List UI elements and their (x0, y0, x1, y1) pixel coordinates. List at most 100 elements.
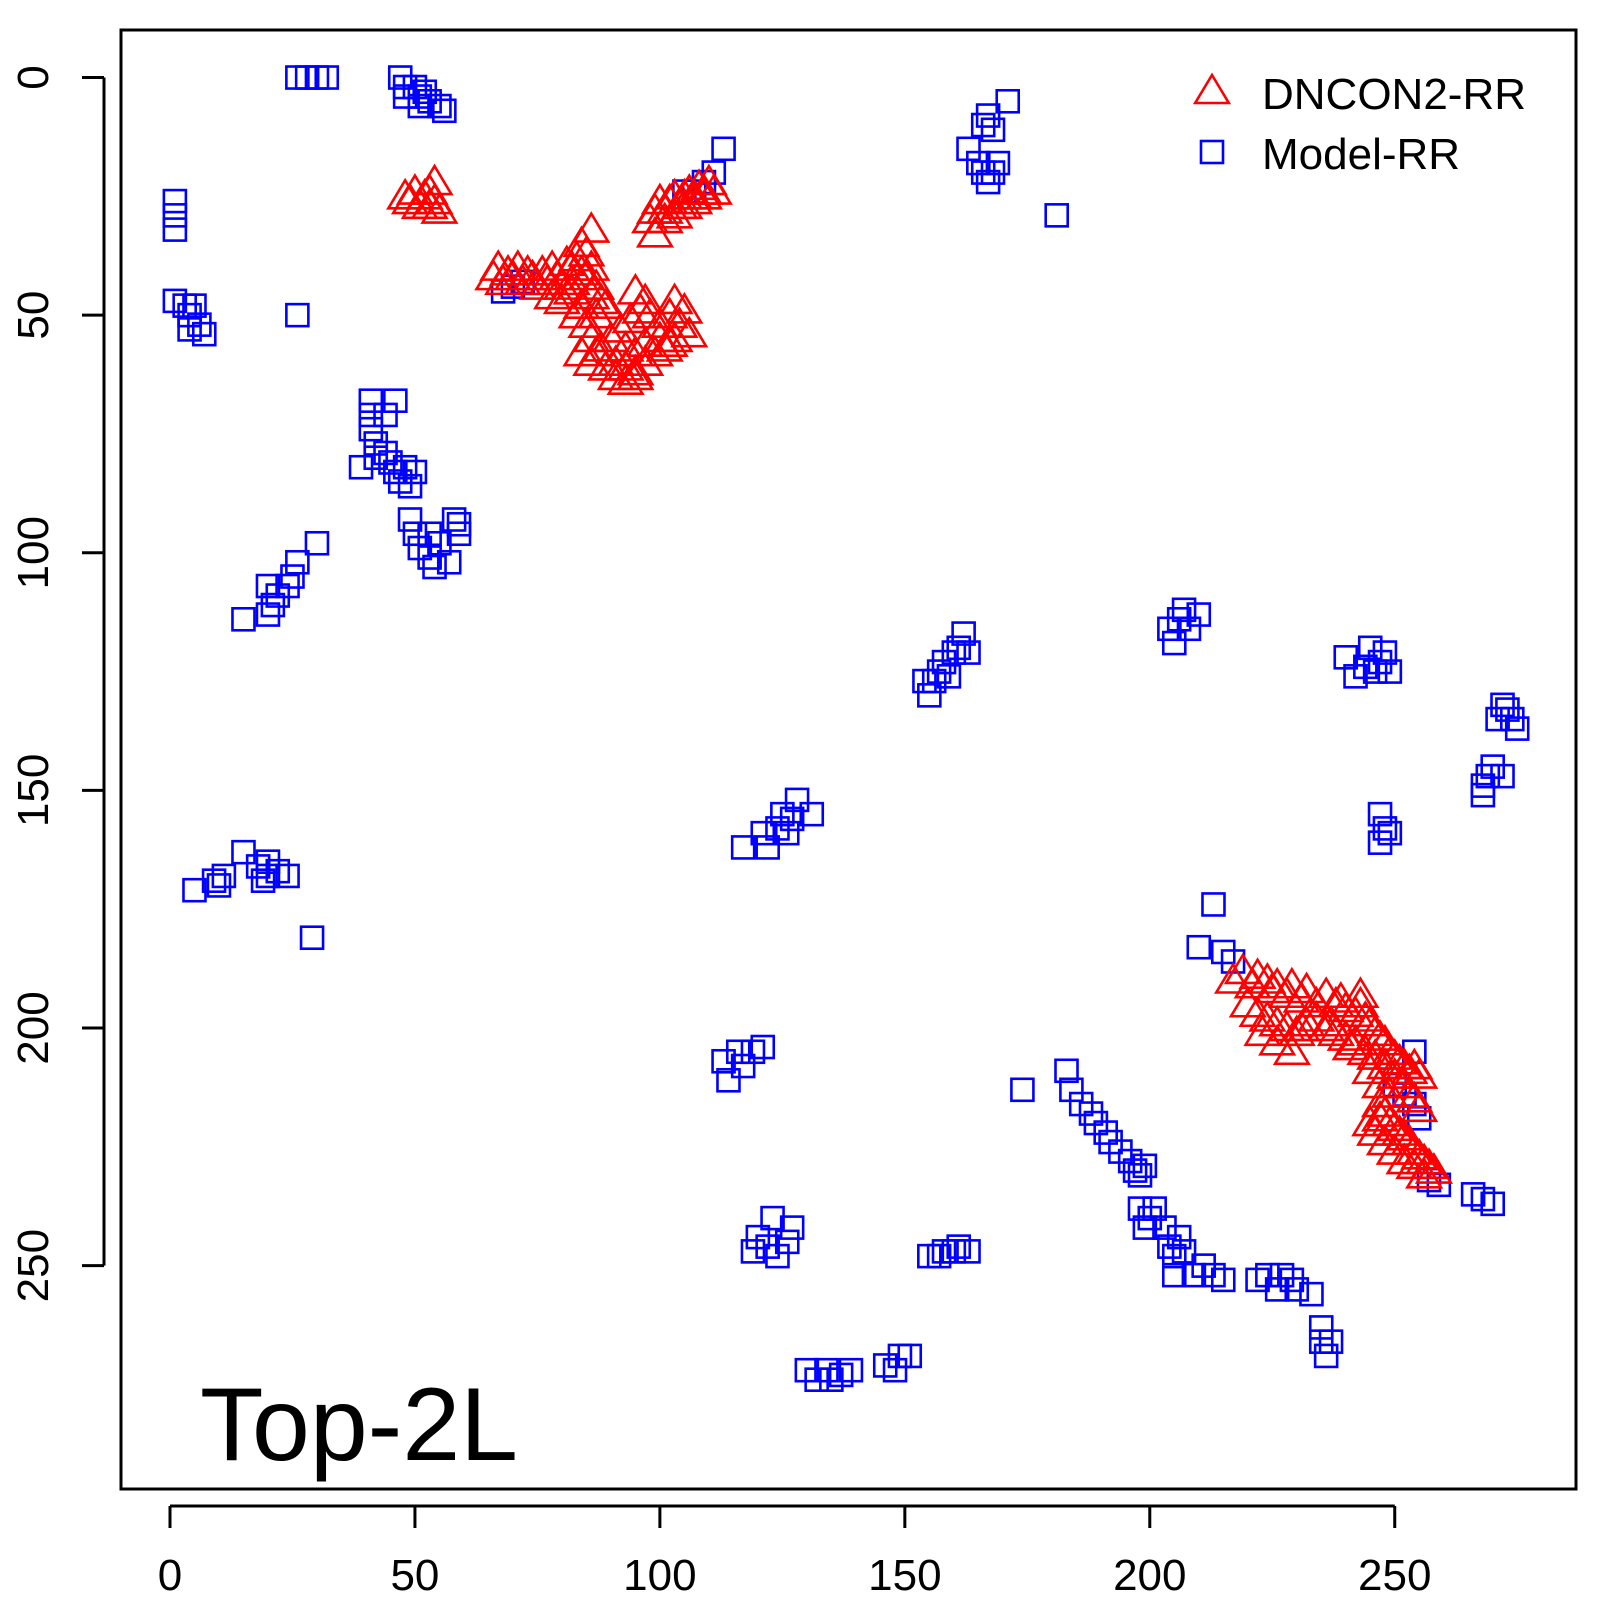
model-rr-point (1093, 1120, 1118, 1145)
model-rr-point (1372, 816, 1398, 841)
model-rr-point (975, 103, 1001, 128)
legend-marker-model-rr (1199, 139, 1225, 165)
model-rr-point (1166, 1224, 1192, 1250)
model-rr-point (995, 88, 1021, 114)
model-rr-point (1054, 1058, 1079, 1084)
model-rr-point (285, 302, 310, 328)
legend-marker-dncon2-rr (1192, 72, 1232, 105)
x-tick-label: 250 (1358, 1551, 1431, 1600)
model-rr-point (711, 136, 736, 162)
model-rr-point (231, 839, 256, 865)
x-axis: 0 50 100 150 200 250 (158, 1504, 1431, 1600)
model-rr-point (1161, 630, 1187, 656)
dncon2-rr-points (386, 163, 1454, 1189)
model-rr-point (162, 203, 188, 228)
model-rr-point (1377, 820, 1403, 846)
dncon2-rr-point (626, 282, 665, 315)
y-tick-label: 100 (9, 516, 58, 589)
model-rr-point (1377, 659, 1403, 684)
dncon2-rr-point (386, 177, 425, 210)
y-tick-label: 150 (9, 754, 58, 827)
model-rr-point (730, 835, 756, 860)
model-rr-point (897, 1343, 923, 1369)
dncon2-rr-point (616, 358, 655, 391)
dncon2-rr-point (1341, 985, 1380, 1018)
model-rr-point (882, 1357, 908, 1383)
model-rr-point (784, 787, 810, 813)
dncon2-rr-point (1341, 976, 1380, 1009)
dncon2-rr-point (591, 320, 630, 353)
model-rr-point (760, 1205, 785, 1231)
model-rr-point (980, 117, 1006, 143)
dncon2-rr-point (488, 253, 528, 286)
model-rr-point (779, 806, 805, 832)
model-rr-point (1044, 203, 1070, 228)
dncon2-rr-point (1385, 1118, 1424, 1151)
model-rr-point (348, 454, 374, 480)
model-rr-point (255, 573, 281, 599)
legend-label-model-rr: Model-RR (1262, 130, 1460, 179)
dncon2-rr-point (1258, 1004, 1297, 1037)
model-rr-point (1127, 1163, 1153, 1188)
model-rr-point (956, 1239, 981, 1264)
model-rr-point (397, 507, 423, 532)
dncon2-rr-point (1385, 1142, 1424, 1175)
dncon2-rr-point (586, 287, 626, 319)
x-tick-label: 100 (623, 1551, 696, 1600)
model-rr-point (774, 1229, 800, 1255)
model-rr-point (1372, 640, 1398, 665)
dncon2-rr-point (390, 182, 430, 215)
model-rr-point (779, 1215, 805, 1240)
model-rr-point (358, 402, 384, 428)
model-rr-point (187, 312, 212, 337)
dncon2-rr-point (1311, 1004, 1351, 1037)
model-rr-point (231, 607, 256, 632)
dncon2-rr-point (479, 249, 518, 281)
model-rr-point (814, 1357, 839, 1383)
model-rr-point (1201, 892, 1226, 917)
model-rr-point (917, 1243, 942, 1269)
model-rr-point (951, 621, 976, 646)
model-rr-point (1313, 1343, 1339, 1369)
x-tick-label: 150 (868, 1551, 941, 1600)
model-rr-point (417, 521, 442, 547)
model-rr-point (1186, 934, 1212, 960)
model-rr-point (436, 549, 462, 575)
model-rr-point (1299, 1281, 1324, 1307)
dncon2-rr-point (616, 272, 655, 305)
model-rr-point (412, 79, 438, 105)
model-rr-point (255, 602, 281, 627)
y-tick-label: 50 (9, 291, 58, 340)
y-tick-label: 250 (9, 1229, 58, 1302)
dncon2-rr-point (606, 363, 645, 395)
model-rr-point (917, 683, 942, 708)
panel-annotation: Top-2L (200, 1367, 518, 1483)
dncon2-rr-point (1400, 1090, 1439, 1123)
dncon2-rr-point (562, 253, 601, 286)
y-axis: 0 50 100 150 200 250 (9, 65, 106, 1302)
model-rr-point (275, 863, 300, 889)
model-rr-points (162, 65, 1530, 1392)
model-rr-point (162, 188, 188, 214)
dncon2-rr-point (665, 187, 704, 220)
model-rr-point (1137, 1205, 1163, 1231)
model-rr-point (936, 664, 962, 689)
model-rr-point (1264, 1277, 1290, 1302)
model-rr-point (206, 873, 232, 898)
dncon2-rr-point (567, 306, 606, 338)
model-rr-point (191, 321, 217, 347)
dncon2-rr-point (572, 211, 611, 243)
model-rr-point (1152, 1215, 1177, 1240)
model-rr-point (1284, 1277, 1310, 1302)
model-rr-point (162, 217, 188, 242)
model-rr-point (1470, 782, 1496, 808)
model-rr-point (1171, 597, 1197, 623)
model-rr-point (285, 549, 310, 575)
model-rr-point (980, 160, 1006, 185)
model-rr-point (446, 521, 472, 547)
model-rr-point (402, 459, 428, 485)
dncon2-rr-point (1287, 971, 1326, 1004)
model-rr-point (1171, 1239, 1197, 1264)
model-rr-point (250, 868, 276, 893)
dncon2-rr-point (1307, 1009, 1346, 1042)
